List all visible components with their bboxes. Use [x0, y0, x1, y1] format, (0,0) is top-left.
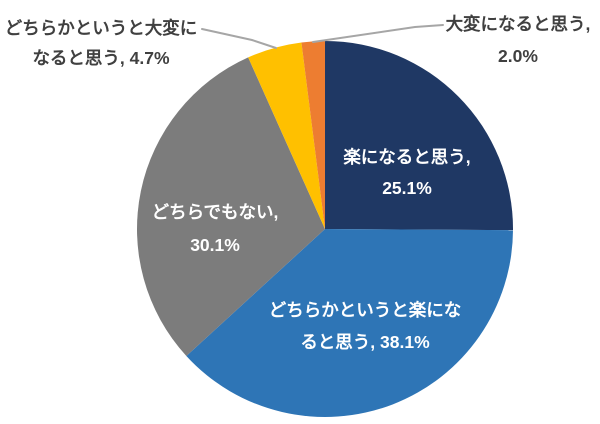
leader-line-harder: [312, 24, 444, 43]
leader-line-somewhat-harder: [201, 28, 277, 49]
pie-slices-group: [136, 40, 514, 417]
pie-slice-0: [325, 40, 514, 231]
pie-slice-1: [186, 229, 513, 417]
pie-slice-4: [301, 41, 325, 229]
pie-slice-3: [248, 42, 325, 230]
pie-slice-2: [136, 57, 325, 356]
